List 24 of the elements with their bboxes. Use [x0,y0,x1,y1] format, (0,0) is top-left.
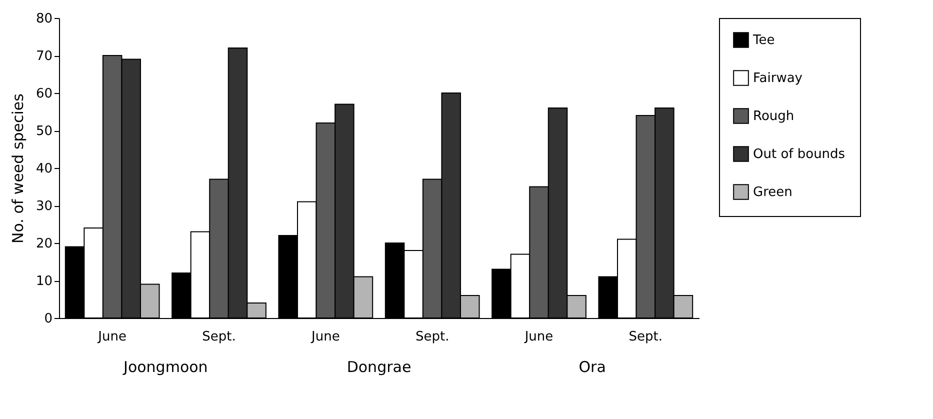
y-tick-label: 30 [36,199,52,214]
y-axis-title: No. of weed species [8,93,27,244]
y-tick-label: 60 [36,86,52,102]
y-tick-label: 50 [36,124,52,139]
legend-label: Fairway [753,71,803,86]
y-tick-label: 80 [36,12,52,26]
text: Joongmoon [122,358,208,376]
y-tick-label: 10 [36,274,52,289]
y-tick-label: 70 [36,49,52,64]
x-tick-label: June [310,330,340,344]
x-tick-label: Sept. [415,330,450,344]
y-tick-label: 40 [36,162,52,176]
legend-label: Out of bounds [753,147,846,162]
x-tick-label: Sept. [628,330,663,344]
x-tick-label: Sept. [202,330,236,344]
text: Ora [578,358,606,376]
x-tick-label: June [97,330,126,344]
x-tick-label: June [524,330,554,344]
legend-label: Green [753,185,792,200]
y-tick-label: 20 [36,236,52,252]
y-tick-label: 0 [44,312,52,326]
legend-label: Rough [753,109,794,124]
text: Dongrae [346,358,412,376]
legend-label: Tee [752,33,775,48]
